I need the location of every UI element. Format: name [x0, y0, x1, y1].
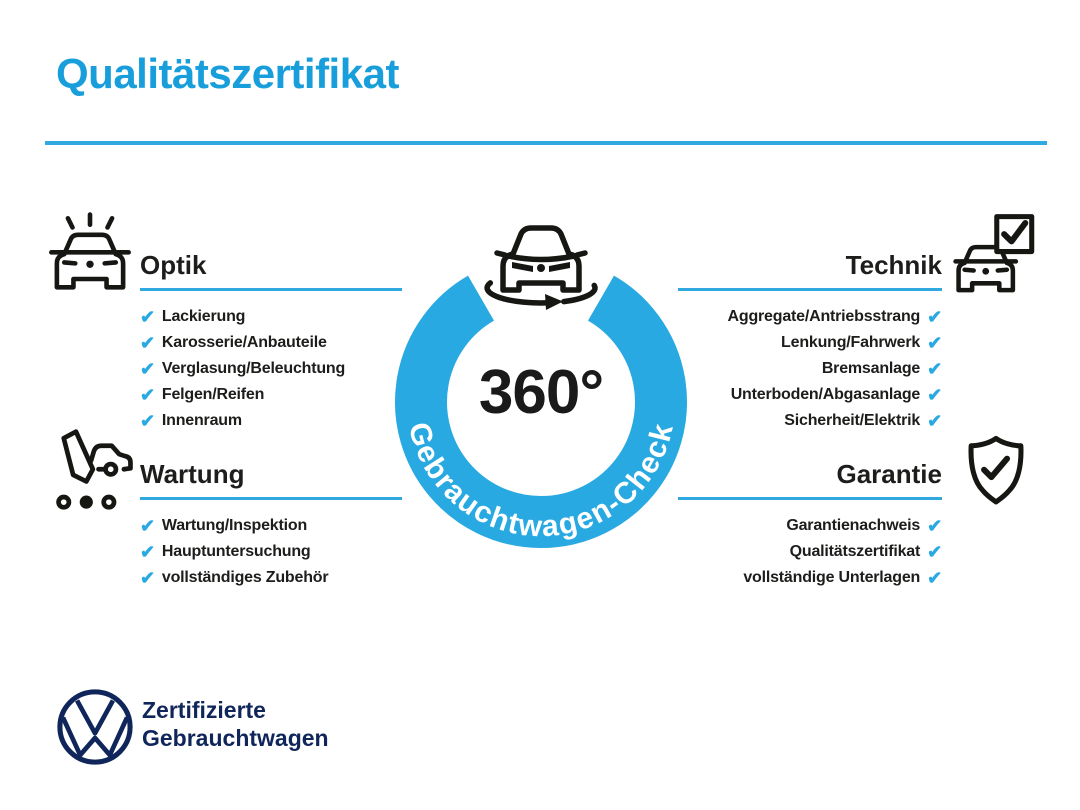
checklist-item-label: Lenkung/Fahrwerk: [781, 334, 921, 351]
checklist-item: ✔ Unterboden/Abgasanlage: [678, 382, 942, 408]
checklist-item: ✔ Garantienachweis: [678, 513, 942, 539]
brand-line1: Zertifizierte: [142, 697, 266, 723]
check-icon: ✔: [927, 307, 942, 327]
checklist-item: ✔ Felgen/Reifen: [140, 382, 402, 408]
checklist-item-label: Bremsanlage: [821, 360, 921, 377]
section-optik-title: Optik: [140, 250, 207, 280]
checklist-item: ✔ Verglasung/Beleuchtung: [140, 356, 402, 382]
section-underline: [140, 288, 402, 291]
checklist-item: ✔ Wartung/Inspektion: [140, 513, 402, 539]
section-garantie-title: Garantie: [836, 459, 943, 489]
car-rotation-icon: [484, 225, 598, 310]
section-optik: Optik ✔ Lackierung ✔ Karosserie/Anbauteile…: [140, 252, 402, 434]
brand-line2: Gebrauchtwagen: [142, 725, 329, 751]
checklist-item-label: Sicherheit/Elektrik: [784, 412, 921, 429]
brand-wordmark: Zertifizierte Gebrauchtwagen: [142, 696, 329, 752]
vw-logo: [57, 689, 133, 765]
check-icon: ✔: [140, 516, 155, 536]
checklist-item-label: Garantienachweis: [786, 517, 921, 534]
badge-360-check: Gebrauchtwagen-Check 360°: [395, 225, 687, 548]
header-divider: [45, 141, 1047, 145]
checklist-item: ✔ Qualitätszertifikat: [678, 539, 943, 565]
section-underline: [140, 497, 402, 500]
checklist-item: ✔ vollständiges Zubehör: [140, 565, 402, 591]
page-title: Qualitätszertifikat: [56, 50, 399, 97]
check-icon: ✔: [927, 333, 942, 353]
wartung-checklist: ✔ Wartung/Inspektion ✔ Hauptuntersuchung ✔…: [140, 513, 402, 591]
check-icon: ✔: [927, 411, 942, 431]
checklist-item: ✔ Lenkung/Fahrwerk: [678, 330, 942, 356]
checklist-item: ✔ Innenraum: [140, 408, 402, 434]
section-wartung-title: Wartung: [140, 459, 245, 489]
section-technik: Technik ✔ Aggregate/Antriebsstrang ✔ Lenku…: [678, 252, 942, 434]
check-icon: ✔: [140, 542, 155, 562]
checklist-item: ✔ Aggregate/Antriebsstrang: [678, 304, 943, 330]
check-icon: ✔: [140, 385, 155, 405]
check-icon: ✔: [927, 542, 942, 562]
section-technik-title: Technik: [845, 250, 942, 280]
checklist-item-label: Unterboden/Abgasanlage: [730, 386, 921, 403]
section-garantie: Garantie ✔ Garantienachweis ✔ Qualitätszer…: [678, 461, 942, 591]
pencil-car-icon: [56, 429, 133, 510]
check-icon: ✔: [140, 411, 155, 431]
car-shine-icon: [49, 212, 131, 290]
check-icon: ✔: [927, 359, 942, 379]
checklist-item-label: Lackierung: [161, 308, 246, 325]
checklist-item-label: Aggregate/Antriebsstrang: [727, 308, 921, 325]
garantie-checklist: ✔ Garantienachweis ✔ Qualitätszertifikat ✔…: [678, 513, 942, 591]
check-icon: ✔: [927, 516, 942, 536]
checklist-item-label: Verglasung/Beleuchtung: [161, 360, 346, 377]
checklist-item-label: Innenraum: [161, 412, 242, 429]
checklist-item: ✔ Karosserie/Anbauteile: [140, 330, 402, 356]
checklist-item: ✔ Sicherheit/Elektrik: [678, 408, 942, 434]
checklist-item-label: Hauptuntersuchung: [161, 543, 311, 560]
shield-check-icon: [968, 435, 1024, 505]
section-underline: [678, 497, 942, 500]
check-icon: ✔: [140, 307, 155, 327]
optik-checklist: ✔ Lackierung ✔ Karosserie/Anbauteile ✔ Verg…: [140, 304, 402, 434]
section-underline: [678, 288, 942, 291]
checklist-item-label: Wartung/Inspektion: [161, 517, 308, 534]
car-checkbox-icon: [953, 214, 1035, 293]
check-icon: ✔: [140, 333, 155, 353]
checklist-item-label: Karosserie/Anbauteile: [161, 334, 327, 351]
check-icon: ✔: [927, 385, 942, 405]
checklist-item-label: Qualitätszertifikat: [789, 543, 921, 560]
badge-ring: [395, 275, 687, 548]
checklist-item-label: Felgen/Reifen: [161, 386, 265, 403]
check-icon: ✔: [140, 359, 155, 379]
checklist-item: ✔ Hauptuntersuchung: [140, 539, 402, 565]
section-wartung: Wartung ✔ Wartung/Inspektion ✔ Hauptunters…: [140, 461, 402, 591]
badge-degrees-label: 360°: [479, 358, 603, 427]
checklist-item-label: vollständige Unterlagen: [743, 569, 921, 586]
check-icon: ✔: [927, 568, 942, 588]
technik-checklist: ✔ Aggregate/Antriebsstrang ✔ Lenkung/Fahrw…: [678, 304, 943, 434]
checklist-item-label: vollständiges Zubehör: [161, 569, 329, 586]
checklist-item: ✔ Bremsanlage: [678, 356, 942, 382]
checklist-item: ✔ Lackierung: [140, 304, 402, 330]
check-icon: ✔: [140, 568, 155, 588]
checklist-item: ✔ vollständige Unterlagen: [678, 565, 942, 591]
